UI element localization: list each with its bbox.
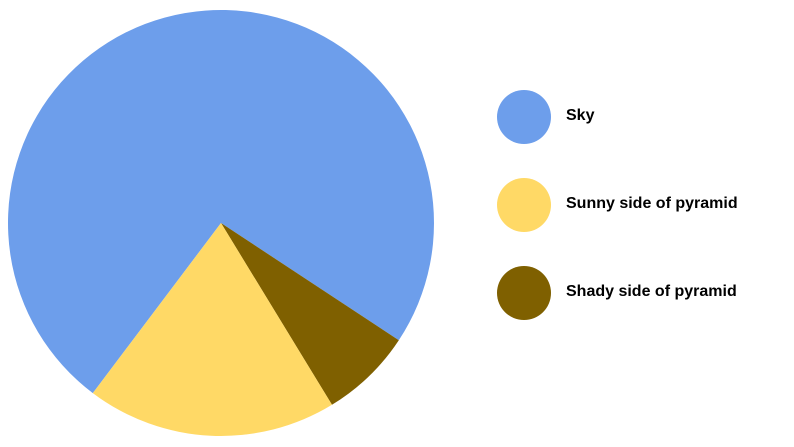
legend-item-shady-side: Shady side of pyramid — [497, 266, 787, 320]
legend-swatch-sky — [497, 90, 551, 144]
legend-swatch-shady-side — [497, 266, 551, 320]
legend-label-sky: Sky — [566, 107, 595, 124]
legend-label-sunny-side: Sunny side of pyramid — [566, 195, 738, 212]
legend-item-sky: Sky — [497, 90, 787, 144]
legend-label-shady-side: Shady side of pyramid — [566, 283, 737, 300]
chart-legend: Sky Sunny side of pyramid Shady side of … — [497, 90, 787, 354]
legend-swatch-sunny-side — [497, 178, 551, 232]
pie-slice-sunny-side-of-pyramid — [92, 223, 332, 437]
legend-item-sunny-side: Sunny side of pyramid — [497, 178, 787, 232]
pie-slice-sky — [7, 9, 434, 394]
pie-slice-shady-side-of-pyramid — [221, 223, 399, 405]
pie-slices — [7, 9, 434, 437]
